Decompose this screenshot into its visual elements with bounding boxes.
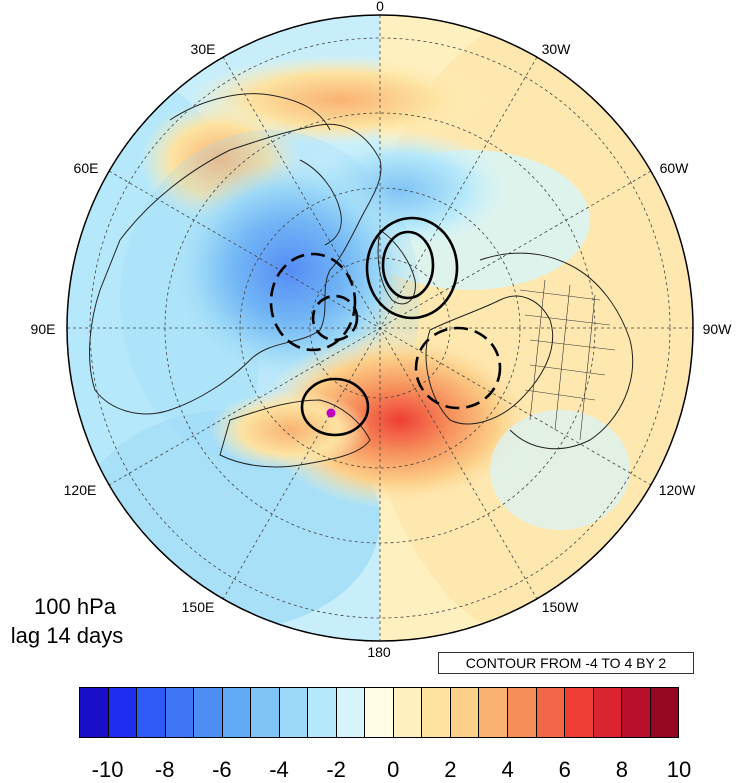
lag-label: lag 14 days bbox=[10, 623, 124, 648]
lon-label-30w: 30W bbox=[541, 41, 571, 57]
colorbar-tick-label: 8 bbox=[615, 757, 628, 782]
lon-label-150w: 150W bbox=[541, 599, 579, 615]
colorbar-tick-label: -8 bbox=[154, 757, 175, 782]
colorbar-cell bbox=[393, 688, 423, 737]
lon-label-120w: 120W bbox=[658, 482, 696, 498]
anomaly-field bbox=[67, 15, 693, 641]
lon-label-0: 0 bbox=[376, 0, 384, 14]
colorbar-cell bbox=[222, 688, 252, 737]
colorbar-tick-label: -6 bbox=[212, 757, 232, 782]
colorbar-tick-label: 2 bbox=[444, 757, 457, 782]
colorbar-cell bbox=[622, 688, 651, 737]
lon-label-90w: 90W bbox=[702, 321, 732, 337]
colorbar-cell bbox=[279, 688, 309, 737]
lon-label-60e: 60E bbox=[73, 160, 99, 176]
colorbar-cell bbox=[365, 688, 394, 737]
colorbar-cell bbox=[251, 688, 280, 737]
pressure-level-label: 100 hPa bbox=[34, 594, 116, 619]
lon-label-180: 180 bbox=[367, 644, 391, 660]
colorbar-cell bbox=[308, 688, 337, 737]
colorbar-tick-label: -4 bbox=[269, 757, 289, 782]
colorbar-tick-label: -10 bbox=[91, 757, 124, 782]
location-marker bbox=[326, 408, 336, 418]
colorbar-tick-label: 10 bbox=[666, 757, 692, 782]
colorbar-cell bbox=[194, 688, 223, 737]
colorbar-cell bbox=[80, 688, 109, 737]
colorbar-cell bbox=[165, 688, 195, 737]
colorbar-tick-label: 0 bbox=[387, 757, 400, 782]
colorbar-cell bbox=[536, 688, 566, 737]
lon-label-90e: 90E bbox=[30, 321, 56, 337]
colorbar-cell bbox=[422, 688, 451, 737]
colorbar bbox=[79, 687, 679, 738]
coastlines bbox=[89, 93, 634, 468]
colorbar-tick-label: -2 bbox=[326, 757, 346, 782]
graticule bbox=[67, 15, 693, 641]
colorbar-cell bbox=[593, 688, 623, 737]
colorbar-cell bbox=[108, 688, 138, 737]
lon-label-120e: 120E bbox=[63, 482, 97, 498]
lon-label-60w: 60W bbox=[659, 160, 689, 176]
colorbar-tick-label: 4 bbox=[501, 757, 514, 782]
contour-info-box: CONTOUR FROM -4 TO 4 BY 2 bbox=[438, 652, 694, 674]
lon-label-30e: 30E bbox=[190, 41, 216, 57]
map-boundary bbox=[66, 14, 694, 642]
state-borders bbox=[519, 279, 616, 441]
colorbar-cell bbox=[565, 688, 594, 737]
colorbar-cell bbox=[650, 688, 679, 737]
colorbar-cell bbox=[507, 688, 537, 737]
colorbar-cell bbox=[479, 688, 508, 737]
contours bbox=[269, 216, 502, 437]
colorbar-cell bbox=[450, 688, 480, 737]
colorbar-cell bbox=[137, 688, 166, 737]
colorbar-tick-label: 6 bbox=[558, 757, 571, 782]
lon-label-150e: 150E bbox=[181, 599, 215, 615]
colorbar-cell bbox=[336, 688, 366, 737]
